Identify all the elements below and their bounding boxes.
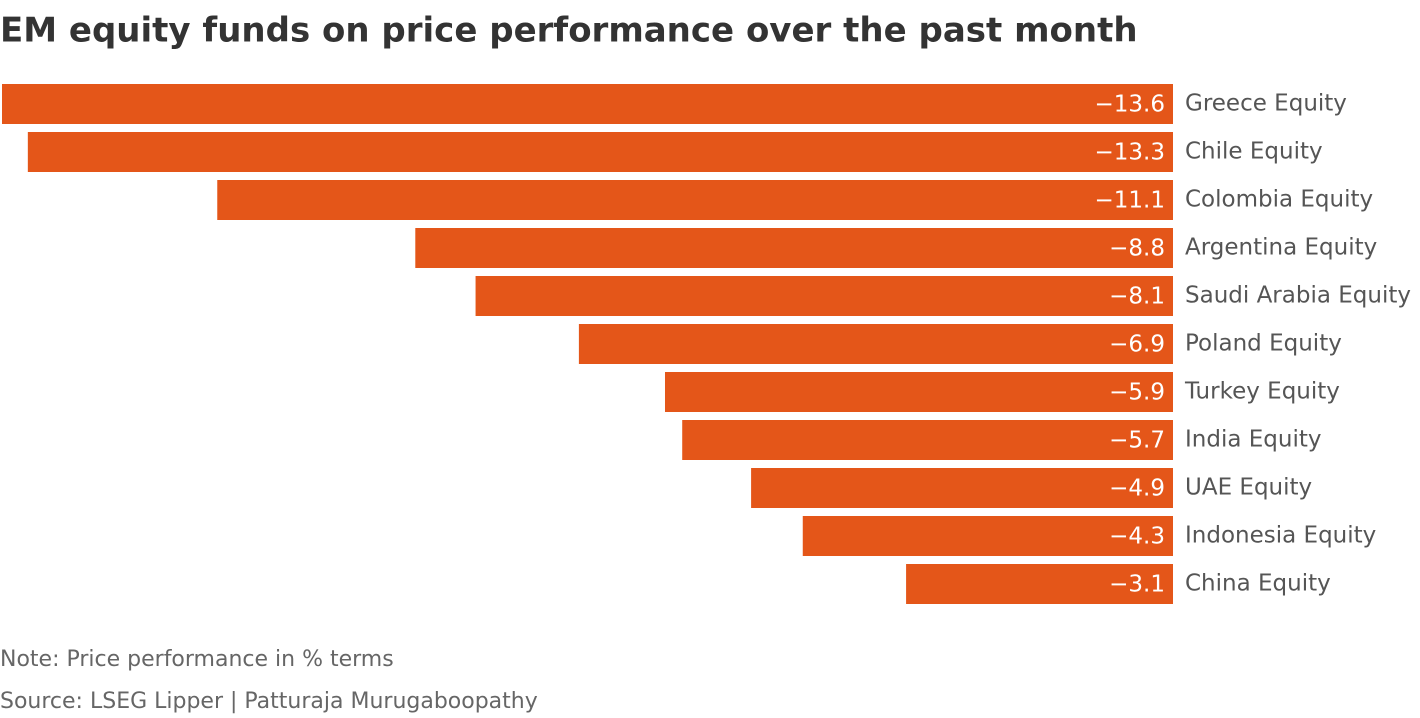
value-label: −8.8	[1109, 236, 1165, 262]
value-label: −8.1	[1109, 284, 1165, 310]
bar	[802, 516, 1173, 556]
category-label: Chile Equity	[1185, 139, 1323, 165]
note: Note: Price performance in % terms	[0, 647, 394, 672]
category-label: Turkey Equity	[1184, 379, 1340, 405]
category-label: UAE Equity	[1185, 475, 1312, 501]
category-label: China Equity	[1185, 571, 1331, 597]
category-label: Argentina Equity	[1185, 235, 1377, 261]
category-label: Greece Equity	[1185, 91, 1347, 117]
bar	[664, 372, 1173, 412]
bar	[751, 468, 1173, 508]
value-label: −5.7	[1109, 428, 1165, 454]
value-label: −13.6	[1095, 92, 1165, 118]
value-label: −5.9	[1109, 380, 1165, 406]
chart-title: EM equity funds on price performance ove…	[0, 11, 1138, 51]
bar	[682, 420, 1173, 460]
category-label: India Equity	[1185, 427, 1321, 453]
bar	[475, 276, 1173, 316]
category-label: Saudi Arabia Equity	[1185, 283, 1411, 309]
source: Source: LSEG Lipper | Patturaja Murugabo…	[0, 689, 538, 714]
bar	[2, 84, 1173, 124]
bar	[415, 228, 1173, 268]
bar	[906, 564, 1173, 604]
value-label: −4.3	[1109, 524, 1165, 550]
value-label: −3.1	[1109, 572, 1165, 598]
bar	[27, 132, 1173, 172]
value-label: −6.9	[1109, 332, 1165, 358]
value-label: −13.3	[1095, 140, 1165, 166]
value-label: −4.9	[1109, 476, 1165, 502]
value-label: −11.1	[1095, 188, 1165, 214]
category-label: Poland Equity	[1185, 331, 1342, 357]
category-label: Indonesia Equity	[1185, 523, 1376, 549]
category-label: Colombia Equity	[1185, 187, 1373, 213]
bar	[578, 324, 1173, 364]
bar	[217, 180, 1174, 220]
